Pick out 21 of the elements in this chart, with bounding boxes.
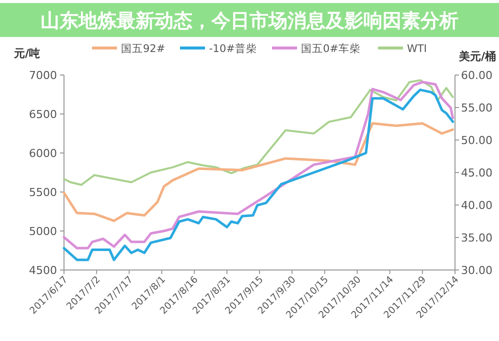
- y2-tick-label: 30.00: [461, 264, 492, 277]
- legend-label: 国五92#: [121, 43, 166, 55]
- y2-tick-label: 45.00: [461, 166, 492, 180]
- y2-tick-label: 40.00: [461, 199, 492, 212]
- legend-label: -10#普柴: [209, 42, 257, 55]
- y-tick-label: 5000: [29, 225, 57, 238]
- y-tick-label: 5500: [29, 186, 57, 199]
- y2-tick-label: 55.00: [461, 102, 492, 114]
- y-axis-title: 元/吨: [13, 47, 40, 60]
- y-tick-label: 6000: [29, 147, 57, 160]
- y2-axis-title: 美元/桶: [458, 50, 496, 63]
- title: 山东地炼最新动态，今日市场消息及影响因素分析: [0, 3, 499, 37]
- y-tick-label: 4500: [29, 264, 57, 277]
- y-tick-label: 7000: [29, 69, 57, 82]
- legend-label: 国五0#车柴: [301, 42, 360, 55]
- y2-tick-label: 60.00: [461, 69, 492, 82]
- y-tick-label: 6500: [29, 108, 57, 121]
- y2-tick-label: 50.00: [461, 134, 492, 147]
- legend-label: WTI: [407, 43, 427, 55]
- y2-tick-label: 35.00: [461, 232, 492, 244]
- chart-title: 山东地炼最新动态，今日市场消息及影响因素分析: [40, 10, 458, 32]
